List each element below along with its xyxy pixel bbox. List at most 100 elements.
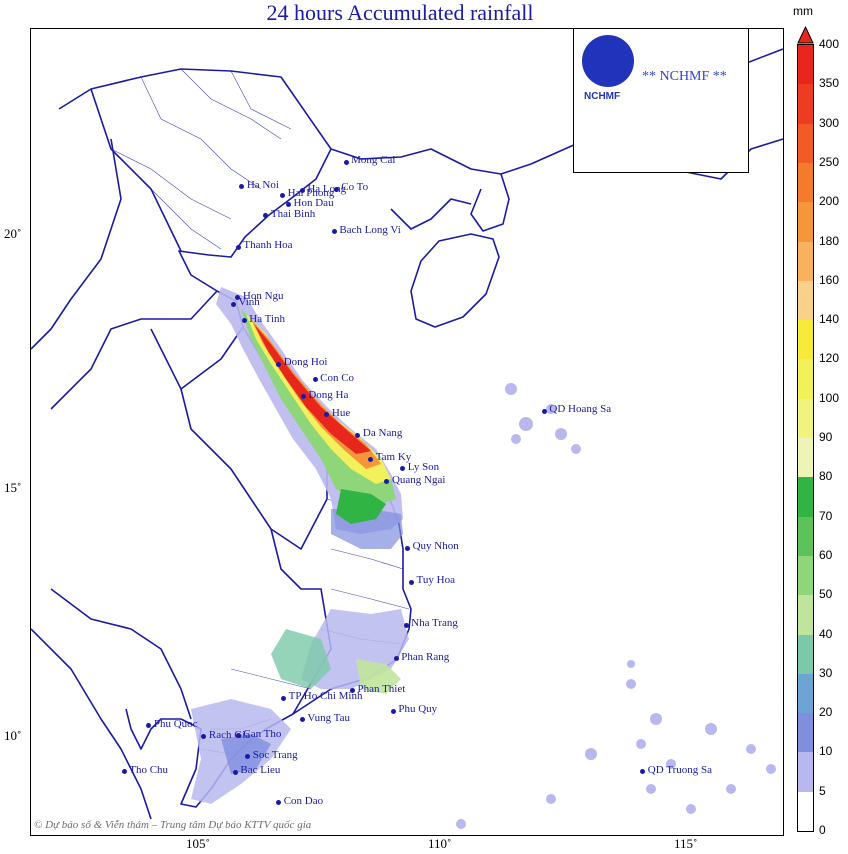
- station-label: Can Tho: [243, 727, 282, 740]
- legend-swatch: [798, 791, 813, 832]
- station-label: Phan Rang: [401, 650, 450, 663]
- lon-label-115: 115˚: [674, 836, 698, 851]
- station-label: Thai Binh: [270, 207, 316, 220]
- station-dot: [276, 361, 282, 367]
- station-dot: [239, 184, 245, 190]
- legend-level-label: 0: [819, 823, 826, 837]
- station-dot: [201, 734, 207, 739]
- station-label: TP Ho Chi Minh: [288, 690, 363, 703]
- logo-name: ** NCHMF **: [642, 69, 727, 84]
- legend-arrow-icon: [797, 26, 814, 44]
- station-dot: [343, 159, 349, 165]
- station-dot: [235, 733, 241, 738]
- legend-swatch: [798, 320, 813, 360]
- legend-level-label: 50: [819, 587, 833, 602]
- station-dot: [400, 466, 406, 472]
- station-label: Bac Lieu: [240, 764, 281, 777]
- station-dot: [276, 800, 282, 806]
- station-label: QD Truong Sa: [647, 763, 712, 776]
- station-dot: [235, 244, 241, 250]
- station-label: Hue: [331, 406, 351, 419]
- legend-swatch: [798, 123, 813, 164]
- station-dot: [331, 229, 337, 234]
- station-dot: [640, 769, 646, 775]
- station-dot: [312, 377, 318, 383]
- station-label: Quang Ngai: [391, 473, 446, 486]
- station-dot: [368, 456, 374, 462]
- nchmf-logo-icon: [582, 35, 634, 87]
- station-dot: [409, 579, 415, 585]
- station-dot: [286, 202, 292, 208]
- legend-swatch: [798, 634, 813, 675]
- legend-level-label: 10: [819, 744, 833, 759]
- lat-label-10: 10˚: [4, 728, 22, 743]
- legend-swatch: [798, 162, 813, 203]
- station-dot: [299, 717, 305, 723]
- station-dot: [300, 394, 306, 400]
- legend-level-label: 20: [819, 705, 833, 720]
- station-dot: [235, 295, 241, 301]
- legend-swatch: [798, 595, 813, 635]
- station-dot: [403, 622, 409, 628]
- station-dot: [281, 695, 287, 701]
- station-label: Hon Dau: [293, 196, 334, 209]
- station-label: Hon Ngu: [242, 289, 284, 302]
- station-dot: [280, 192, 286, 198]
- legend-level-label: 70: [819, 508, 833, 523]
- lat-label-15: 15˚: [4, 480, 22, 495]
- station-dot: [232, 769, 238, 775]
- station-dot: [324, 412, 330, 418]
- lat-label-20: 20˚: [4, 226, 22, 241]
- legend-swatch: [798, 45, 813, 85]
- station-label: Mong Cai: [351, 154, 396, 167]
- station-dot: [333, 186, 339, 192]
- station-dot: [405, 545, 411, 551]
- station-dot: [230, 301, 236, 307]
- lon-label-105: 105˚: [186, 836, 210, 851]
- map-title: 24 hours Accumulated rainfall: [266, 0, 534, 25]
- legend-swatch: [798, 477, 813, 518]
- legend-swatch: [798, 516, 813, 557]
- legend-level-label: 120: [819, 351, 840, 366]
- station-label: Con Co: [320, 371, 355, 384]
- legend-swatch: [798, 84, 813, 125]
- legend-swatch: [798, 555, 813, 596]
- station-dot: [241, 318, 247, 324]
- legend-level-label: 300: [819, 115, 840, 130]
- station-label: Co To: [341, 181, 369, 194]
- legend-level-label: 5: [819, 783, 826, 798]
- legend-unit: mm: [793, 4, 813, 18]
- station-dot: [393, 656, 399, 662]
- logo-abbreviation: NCHMF: [584, 91, 621, 102]
- legend-level-label: 90: [819, 430, 833, 444]
- station-label: Tam Ky: [375, 451, 412, 464]
- station-label: Bach Long Vi: [339, 223, 401, 236]
- legend-level-label: 400: [819, 37, 840, 51]
- logo-box: NCHMF ** NCHMF **: [573, 28, 749, 173]
- station-dot: [121, 769, 127, 775]
- station-dot: [541, 408, 547, 414]
- credit-text: © Dự báo số & Viễn thám – Trung tâm Dự b…: [34, 819, 312, 831]
- station-label: Hai Phong: [287, 187, 335, 200]
- rainfall-layer: [191, 287, 776, 829]
- station-label: Nha Trang: [411, 617, 458, 630]
- legend-level-label: 140: [819, 312, 840, 327]
- station-label: Vung Tau: [307, 711, 350, 724]
- legend-swatch: [798, 241, 813, 282]
- legend-level-label: 80: [819, 469, 833, 484]
- legend-level-label: 200: [819, 194, 840, 209]
- station-label: Soc Trang: [252, 748, 298, 761]
- legend-level-label: 60: [819, 547, 833, 562]
- legend-level-label: 250: [819, 154, 840, 169]
- station-label: Dong Ha: [308, 388, 349, 401]
- legend-level-label: 180: [819, 233, 840, 248]
- station-dot: [263, 213, 269, 219]
- station-label: Ha Tinh: [249, 312, 286, 325]
- station-label: Vinh: [238, 296, 260, 309]
- legend-swatch: [798, 202, 813, 242]
- station-label: Ha Long: [307, 182, 347, 195]
- station-dot: [146, 723, 152, 729]
- legend-swatch: [798, 673, 813, 714]
- legend-swatch: [798, 713, 813, 753]
- legend-swatch: [798, 280, 813, 321]
